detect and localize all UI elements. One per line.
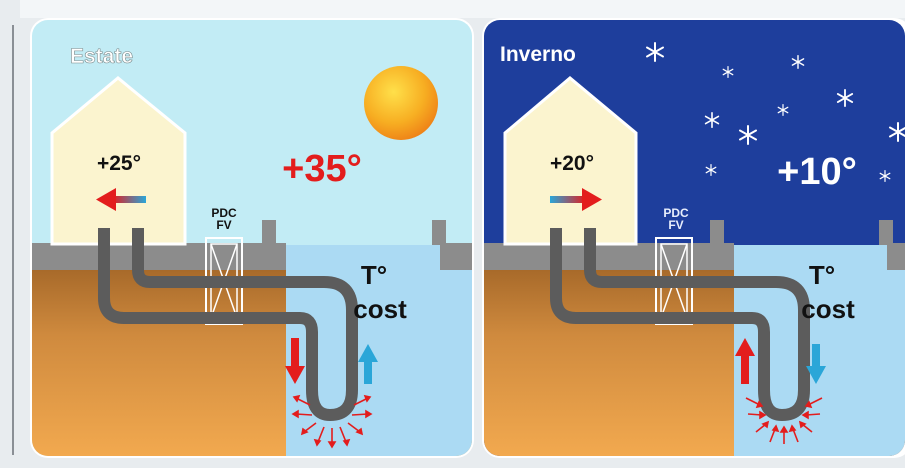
snowflake-icon — [836, 88, 854, 108]
summer-fv-label: FV — [216, 218, 231, 232]
snowflake-icon — [722, 65, 734, 79]
snowflake-icon — [705, 163, 717, 177]
snowflake-icon — [777, 103, 789, 117]
snowflake-icon — [739, 125, 757, 145]
winter-ground-label-t: T° — [809, 260, 835, 290]
summer-heat-out-arrows — [291, 394, 373, 449]
summer-wall-left — [262, 220, 276, 245]
winter-down-arrow-icon — [806, 344, 826, 384]
summer-house-arrow-icon — [96, 188, 116, 211]
summer-ground-label-t: T° — [361, 260, 387, 290]
summer-pdc-label: PDC — [211, 206, 237, 220]
summer-surface-right — [440, 243, 472, 270]
winter-surface — [484, 243, 734, 270]
snowflake-icons — [646, 42, 905, 183]
snowflake-icon — [646, 42, 664, 62]
winter-pdc-label: PDC — [663, 206, 689, 220]
summer-house-temp: +25° — [97, 152, 141, 175]
summer-panel: PDC FV Estate +25° — [30, 18, 474, 458]
winter-house-temp: +20° — [550, 152, 594, 175]
summer-outside-temp: +35° — [282, 148, 362, 190]
top-strip — [20, 0, 905, 18]
snowflake-icon — [791, 55, 805, 69]
winter-pipe-loop — [550, 228, 810, 421]
summer-ground-label-cost: cost — [353, 294, 407, 324]
summer-pipe-loop — [98, 228, 358, 421]
snowflake-icon — [889, 122, 905, 142]
winter-title: Inverno — [500, 43, 576, 66]
winter-house-arrow-icon — [582, 188, 602, 211]
winter-surface-right — [887, 243, 905, 270]
winter-wall-left — [710, 220, 724, 245]
summer-up-arrow-icon — [358, 344, 378, 384]
winter-up-arrow-icon — [735, 338, 755, 384]
winter-heat-in-arrows — [745, 397, 823, 444]
snowflake-icon — [879, 169, 891, 183]
winter-house-arrow-shaft — [550, 196, 586, 203]
summer-down-arrow-icon — [285, 338, 305, 384]
winter-house — [503, 76, 638, 246]
sun-icon — [364, 66, 438, 140]
winter-outside-temp: +10° — [777, 151, 857, 193]
page-border — [12, 25, 14, 455]
summer-title: Estate — [70, 45, 133, 68]
winter-wall-right — [879, 220, 893, 245]
winter-ground-label-cost: cost — [801, 294, 855, 324]
snowflake-icon — [704, 111, 720, 129]
winter-fv-label: FV — [668, 218, 683, 232]
summer-house — [50, 76, 187, 246]
summer-house-arrow-shaft — [112, 196, 146, 203]
winter-panel: PDC FV Inverno +20° — [482, 18, 905, 458]
summer-wall-right — [432, 220, 446, 245]
summer-surface — [32, 243, 286, 270]
